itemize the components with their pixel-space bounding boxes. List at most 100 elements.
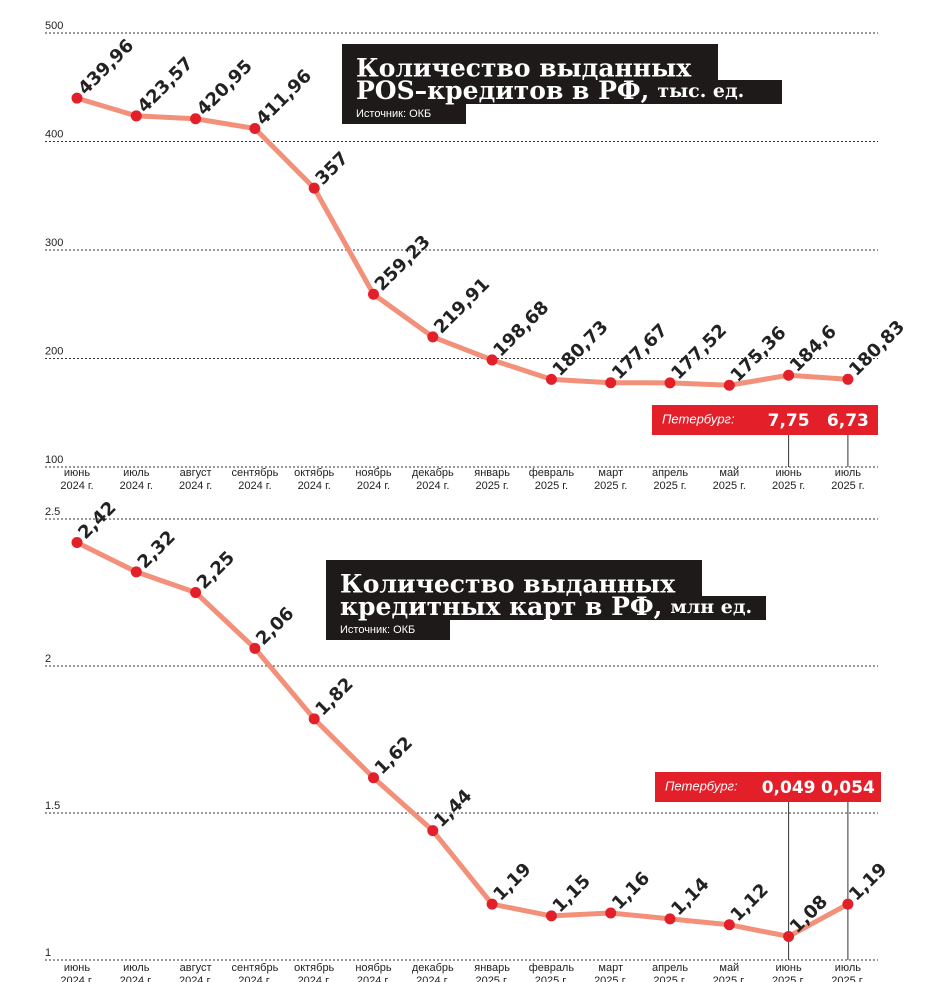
chart-title: кредитных карт в РФ, млн ед.	[340, 592, 752, 621]
data-point	[486, 354, 498, 366]
title-bg	[326, 596, 766, 620]
data-point	[486, 898, 498, 910]
x-tick-label: 2025 г.	[772, 975, 805, 982]
value-label: 2,06	[252, 603, 298, 649]
value-label: 198,68	[489, 297, 553, 361]
x-tick-label: февраль	[529, 962, 575, 974]
source: Источник: ОКБ	[340, 624, 415, 636]
x-tick-label: 2024 г.	[416, 480, 449, 492]
y-tick-label: 2.5	[45, 506, 60, 518]
y-tick-label: 500	[45, 20, 63, 32]
chart-title: Количество выданных	[340, 570, 676, 599]
x-tick-label: 2024 г.	[238, 480, 271, 492]
data-point	[427, 331, 439, 343]
y-tick-label: 400	[45, 128, 63, 140]
title-bg	[342, 80, 782, 104]
x-tick-label: июль	[123, 467, 150, 479]
source: Источник: ОКБ	[356, 108, 431, 120]
x-tick-label: 2024 г.	[60, 975, 93, 982]
x-tick-label: 2024 г.	[179, 480, 212, 492]
data-point	[71, 92, 83, 104]
x-tick-label: 2025 г.	[594, 975, 627, 982]
data-point	[308, 713, 320, 725]
x-tick-label: ноябрь	[355, 962, 392, 974]
y-tick-label: 1.5	[45, 800, 60, 812]
data-point	[190, 113, 202, 125]
x-tick-label: 2024 г.	[179, 975, 212, 982]
data-line	[76, 95, 849, 388]
x-tick-label: июль	[123, 962, 150, 974]
x-tick-label: 2024 г.	[120, 480, 153, 492]
data-point	[427, 825, 439, 837]
x-tick-label: 2025 г.	[772, 480, 805, 492]
y-tick-label: 100	[45, 454, 63, 466]
data-point	[368, 772, 379, 784]
value-label: 259,23	[371, 231, 435, 295]
x-tick-label: 2025 г.	[535, 480, 568, 492]
data-point	[605, 377, 617, 389]
x-tick-label: 2025 г.	[713, 480, 746, 492]
x-tick-label: 2025 г.	[475, 480, 508, 492]
data-point	[130, 110, 142, 122]
data-point	[545, 910, 557, 922]
source-bg	[326, 620, 450, 640]
units: млн ед.	[670, 596, 752, 618]
value-label: 2,42	[74, 497, 120, 543]
x-tick-label: 2024 г.	[120, 975, 153, 982]
data-point	[664, 913, 676, 925]
x-tick-label: 2025 г.	[653, 480, 686, 492]
data-point	[723, 379, 735, 391]
x-tick-label: 2024 г.	[60, 480, 93, 492]
title-bg	[342, 44, 718, 80]
data-point	[249, 642, 261, 654]
x-tick-label: ноябрь	[355, 467, 392, 479]
x-tick-label: 2025 г.	[653, 975, 686, 982]
value-label: 1,19	[845, 859, 891, 905]
data-point	[545, 373, 557, 385]
x-tick-label: 2024 г.	[357, 975, 390, 982]
x-tick-label: январь	[474, 962, 510, 974]
x-tick-label: 2025 г.	[475, 975, 508, 982]
x-tick-label: 2024 г.	[238, 975, 271, 982]
source-bg	[342, 104, 466, 124]
data-point	[130, 566, 142, 578]
value-label: 1,15	[549, 871, 595, 917]
x-tick-label: апрель	[652, 962, 688, 974]
data-point	[842, 373, 854, 385]
x-tick-label: 2024 г.	[416, 975, 449, 982]
value-label: 219,91	[430, 274, 494, 338]
value-label: 423,57	[134, 53, 198, 117]
value-label: 177,67	[608, 320, 672, 384]
x-tick-label: 2025 г.	[831, 975, 864, 982]
title-line: кредитных карт в РФ,	[340, 592, 662, 621]
x-tick-label: 2024 г.	[357, 480, 390, 492]
spb-value: 6,73	[827, 411, 869, 431]
value-label: 1,12	[727, 880, 773, 926]
x-tick-label: февраль	[529, 467, 575, 479]
value-label: 1,62	[371, 733, 417, 779]
x-tick-label: апрель	[652, 467, 688, 479]
data-point	[842, 898, 854, 910]
x-tick-label: июль	[835, 467, 862, 479]
value-label: 1,44	[430, 785, 476, 831]
value-label: 180,83	[845, 316, 909, 380]
x-tick-label: март	[598, 962, 623, 974]
x-tick-label: июнь	[775, 467, 801, 479]
y-tick-label: 200	[45, 345, 63, 357]
x-tick-label: октябрь	[294, 962, 334, 974]
x-tick-label: январь	[474, 467, 510, 479]
value-label: 411,96	[252, 66, 316, 130]
x-tick-label: май	[719, 467, 739, 479]
value-label: 1,19	[489, 859, 535, 905]
data-point	[368, 288, 379, 300]
value-label: 177,52	[667, 320, 731, 384]
x-tick-label: декабрь	[412, 467, 454, 479]
spb-value: 0,049	[762, 778, 816, 798]
value-label: 1,14	[667, 874, 713, 920]
data-point	[664, 377, 676, 389]
x-tick-label: март	[598, 467, 623, 479]
x-tick-label: декабрь	[412, 962, 454, 974]
x-tick-label: 2025 г.	[713, 975, 746, 982]
spb-box	[655, 772, 881, 802]
